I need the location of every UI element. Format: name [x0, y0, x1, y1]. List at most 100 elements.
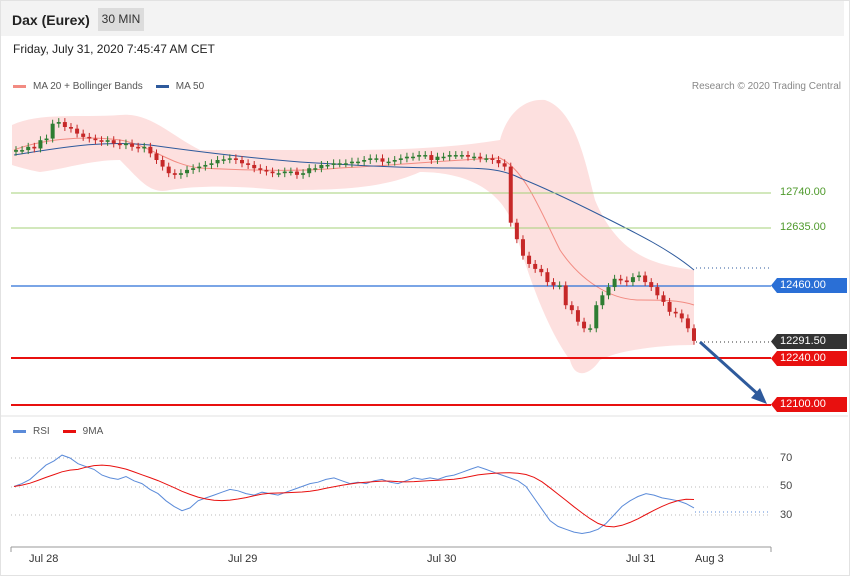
candle-body: [203, 164, 208, 167]
candle-body: [624, 280, 629, 283]
header-bar: Dax (Eurex) 30 MIN: [1, 1, 844, 36]
candle-body: [258, 168, 263, 170]
candle-body: [362, 160, 367, 162]
candle-body: [20, 150, 25, 152]
candles-group: [14, 118, 696, 345]
x-label-jul29: Jul 29: [228, 553, 258, 565]
rsi-swatch: [13, 430, 26, 433]
candle-body: [661, 295, 666, 302]
candle-body: [398, 158, 403, 160]
x-label-aug3: Aug 3: [695, 553, 724, 565]
candle-body: [673, 311, 678, 314]
candle-body: [246, 163, 251, 165]
candle-body: [227, 158, 232, 160]
x-label-jul30: Jul 30: [427, 553, 457, 565]
candle-body: [68, 127, 73, 129]
candle-body: [447, 155, 452, 157]
candle-body: [539, 268, 544, 273]
candle-body: [649, 282, 654, 288]
timestamp: Friday, July 31, 2020 7:45:47 AM CET: [13, 42, 215, 56]
candle-body: [178, 173, 183, 175]
ma50-legend-label: MA 50: [175, 81, 205, 92]
candle-body: [557, 285, 562, 287]
candle-body: [692, 328, 696, 341]
candle-body: [197, 166, 202, 169]
candle-body: [288, 171, 293, 174]
rsi-ma-swatch: [62, 430, 76, 433]
candle-body: [62, 122, 67, 127]
candle-body: [472, 156, 477, 159]
candle-body: [637, 275, 642, 278]
rsi-axis-70: 70: [780, 452, 793, 464]
candle-body: [643, 275, 648, 283]
candle-body: [301, 173, 306, 175]
candle-body: [282, 171, 287, 174]
rsi-line: [13, 454, 695, 535]
candle-body: [392, 160, 397, 162]
candle-body: [679, 313, 684, 319]
candle-body: [582, 321, 587, 329]
candle-body: [111, 140, 116, 144]
candle-body: [563, 285, 568, 306]
candle-body: [172, 173, 177, 175]
candle-body: [276, 173, 281, 175]
candle-body: [514, 222, 519, 240]
candle-body: [209, 163, 214, 165]
candle-body: [240, 160, 244, 164]
candle-body: [508, 166, 513, 223]
candle-body: [502, 163, 507, 167]
candle-body: [215, 160, 220, 164]
candle-body: [630, 277, 635, 283]
ma50-swatch: [155, 85, 169, 88]
candle-body: [520, 239, 525, 256]
candle-body: [569, 305, 574, 311]
candle-body: [136, 146, 141, 149]
candle-body: [105, 140, 110, 142]
candle-body: [319, 164, 324, 169]
candle-body: [404, 156, 409, 159]
bollinger-band: [12, 99, 694, 374]
rsi-ma-legend-label: 9MA: [82, 426, 104, 437]
candle-body: [655, 287, 660, 296]
candle-body: [50, 123, 55, 139]
candle-body: [667, 301, 672, 312]
candle-body: [594, 305, 599, 329]
candle-body: [87, 136, 92, 139]
candle-body: [496, 160, 501, 164]
candle-body: [93, 138, 98, 141]
rsi-axis-50: 50: [780, 480, 793, 492]
candle-body: [56, 122, 61, 124]
candle-body: [411, 156, 416, 159]
candle-body: [221, 159, 226, 161]
candle-body: [313, 168, 318, 170]
x-label-jul31: Jul 31: [626, 553, 656, 565]
instrument-title: Dax (Eurex): [12, 12, 90, 28]
candle-body: [453, 155, 458, 157]
candle-body: [490, 158, 495, 160]
candle-body: [117, 143, 122, 146]
timeframe-button[interactable]: 30 MIN: [98, 8, 144, 31]
rsi-ma-line: [13, 464, 695, 528]
candle-body: [75, 128, 80, 134]
candle-body: [337, 163, 342, 165]
candle-body: [38, 140, 43, 149]
candle-body: [435, 156, 440, 160]
candle-body: [349, 161, 354, 164]
candle-body: [545, 272, 550, 283]
ma20-swatch: [13, 85, 26, 88]
candle-body: [441, 156, 446, 159]
candle-body: [294, 171, 299, 175]
candle-body: [417, 155, 422, 157]
candle-body: [612, 278, 617, 288]
candle-body: [685, 318, 690, 329]
level-tag-12240: 12240.00: [771, 351, 847, 366]
main-legend: MA 20 + Bollinger Bands MA 50: [13, 81, 204, 92]
candle-body: [270, 171, 275, 174]
candle-body: [386, 161, 391, 164]
ma20-legend-label: MA 20 + Bollinger Bands: [33, 81, 143, 92]
candle-body: [466, 155, 470, 157]
level-tag-12100: 12100.00: [771, 397, 847, 412]
candle-body: [81, 133, 86, 137]
candle-body: [606, 287, 611, 296]
